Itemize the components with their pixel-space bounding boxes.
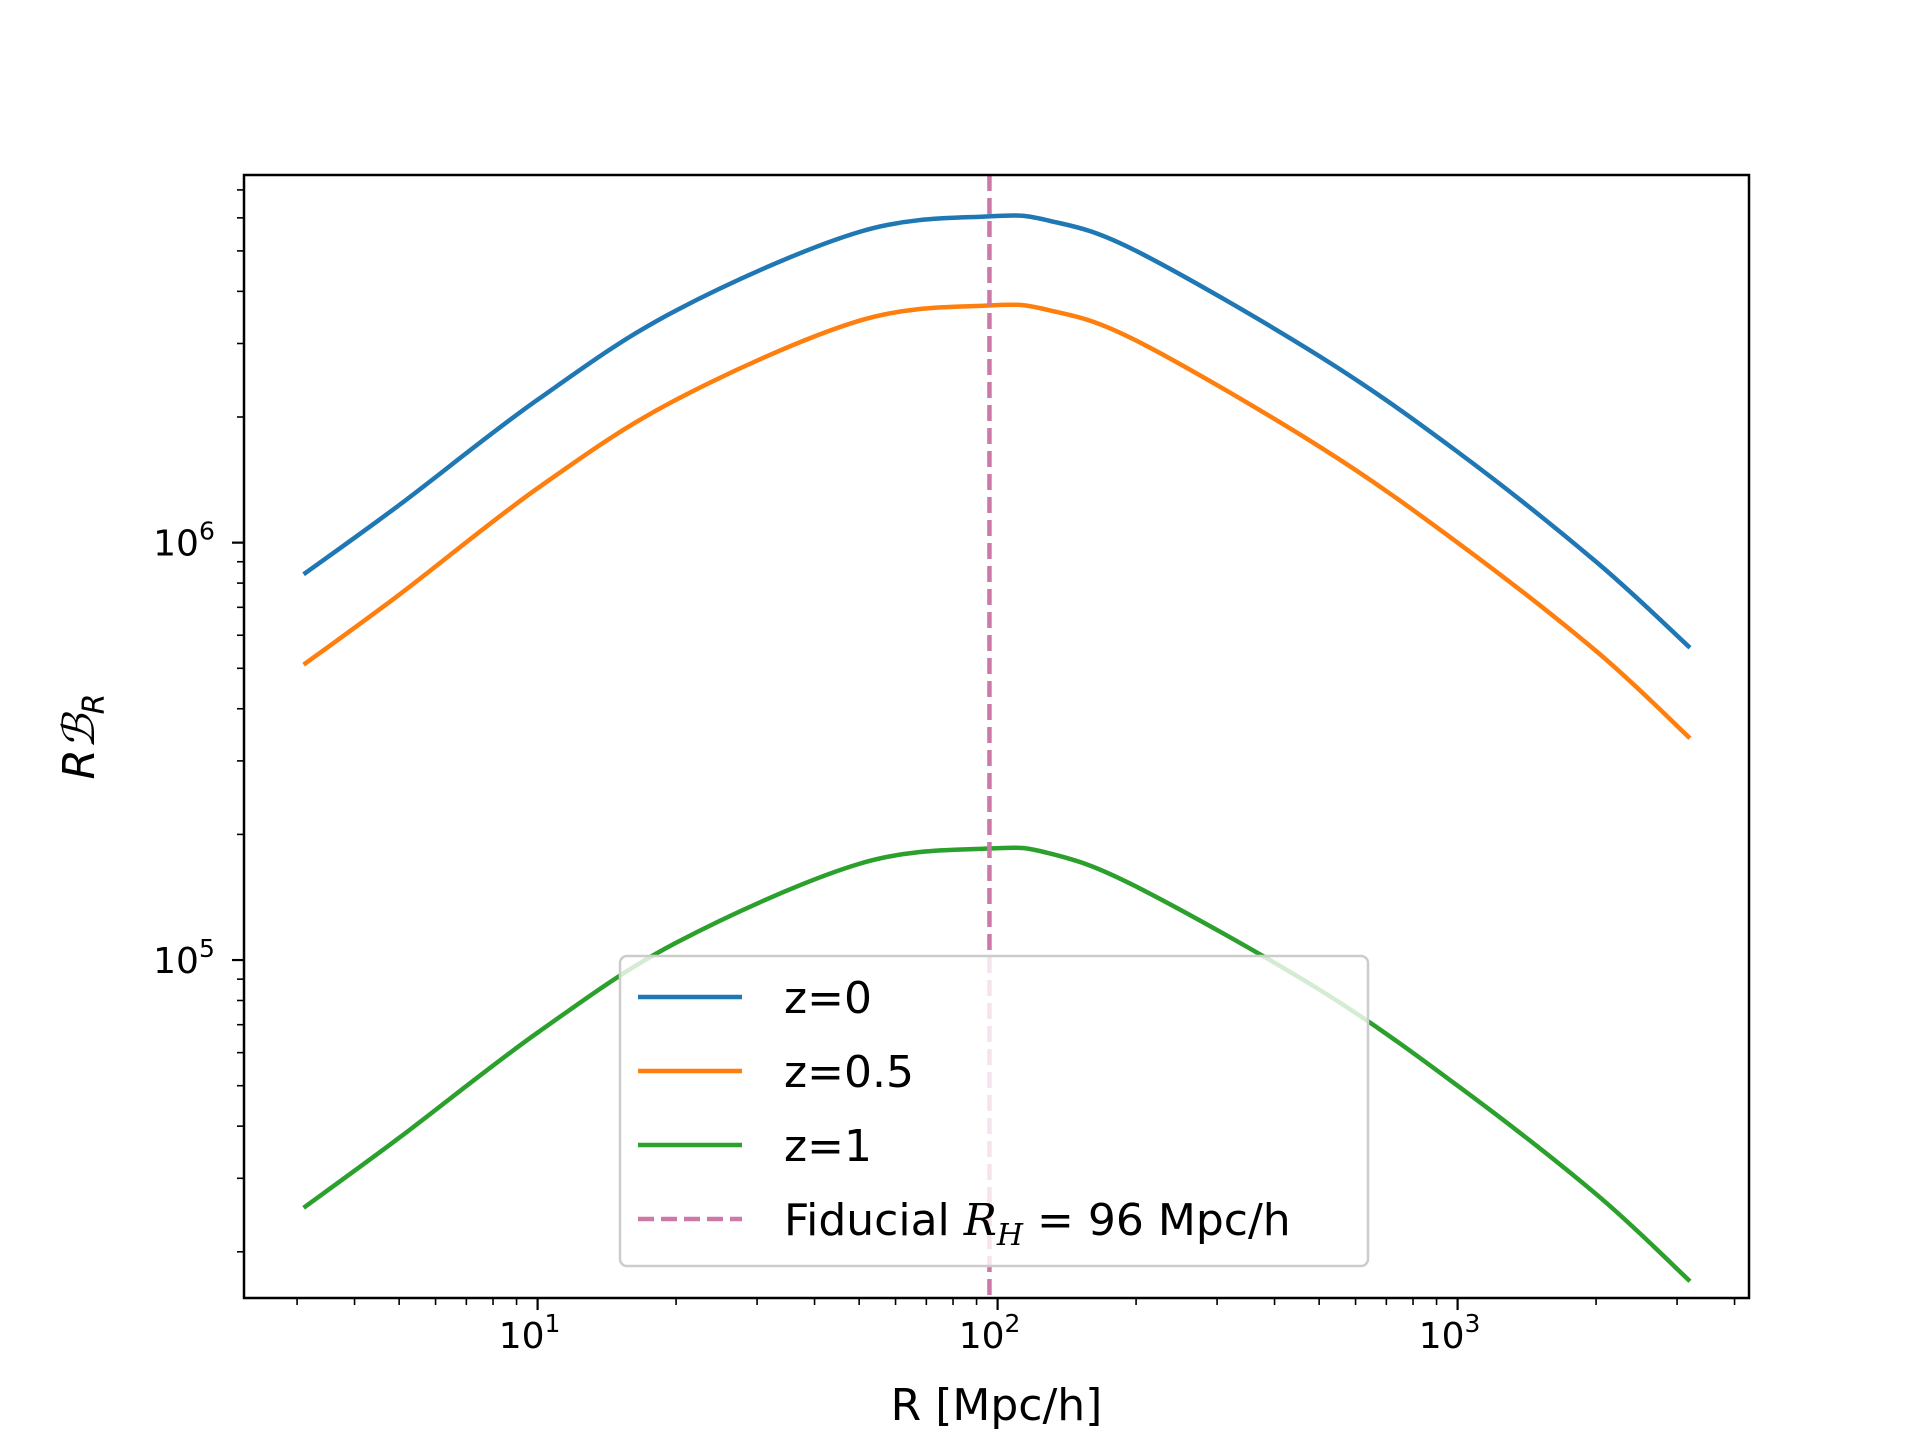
- legend: z=0 z=0.5 z=1 Fiducial RH = 96 Mpc/h: [618, 954, 1370, 1268]
- legend-frame: [618, 954, 1370, 1268]
- x-tick-label: 101: [499, 1309, 561, 1357]
- axes-frame: [242, 173, 1751, 1300]
- y-tick-label: 106: [153, 517, 215, 565]
- legend-label-z-1: z=1: [784, 1121, 872, 1172]
- y-axis-label-b: ℬ: [54, 711, 105, 749]
- y-tick-label: 105: [153, 934, 215, 982]
- x-axis-label: R [Mpc/h]: [891, 1380, 1103, 1431]
- svg-text:RℬR: RℬR: [54, 693, 112, 779]
- series-line-z-0-5: [302, 302, 1692, 740]
- y-axis-label: RℬR: [54, 693, 112, 779]
- x-tick-label: 103: [1419, 1309, 1481, 1357]
- plot-area: [302, 175, 1692, 1298]
- legend-label-z-0: z=0: [784, 973, 872, 1024]
- y-axis-label-sub: R: [77, 693, 112, 714]
- x-axis-ticks: 101 102 103: [296, 1298, 1736, 1357]
- axes: [242, 173, 1751, 1300]
- x-tick-label: 102: [959, 1309, 1021, 1357]
- y-axis-ticks: 105 106: [153, 189, 244, 1253]
- series-line-z-0: [302, 213, 1692, 650]
- legend-label-z-0-5: z=0.5: [784, 1047, 914, 1098]
- legend-label-fiducial: Fiducial RH = 96 Mpc/h: [784, 1195, 1291, 1253]
- y-axis-label-main: R: [54, 749, 105, 780]
- series-line-z-1: [302, 845, 1692, 1283]
